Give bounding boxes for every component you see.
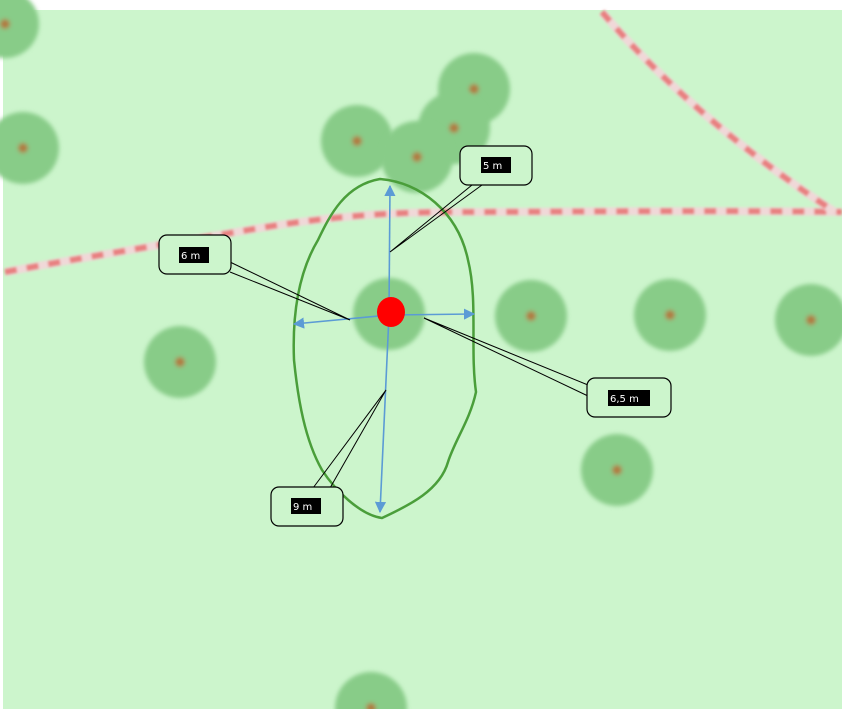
measurement-label-east: 6,5 m bbox=[610, 394, 639, 405]
tree bbox=[775, 284, 842, 356]
tree bbox=[144, 326, 216, 398]
callout-south: 9 m bbox=[270, 389, 387, 527]
callout-east: 6,5 m bbox=[423, 317, 672, 418]
tree bbox=[581, 434, 653, 506]
tree bbox=[634, 279, 706, 351]
measurement-label-north: 5 m bbox=[483, 161, 502, 172]
measurement-label-west: 6 m bbox=[181, 251, 200, 262]
arrow-west bbox=[292, 314, 390, 329]
center-marker bbox=[377, 297, 405, 327]
tree bbox=[0, 0, 39, 58]
tree bbox=[495, 280, 567, 352]
tree bbox=[381, 121, 453, 193]
callout-west: 6 m bbox=[158, 234, 351, 321]
measurement-label-south: 9 m bbox=[293, 502, 312, 513]
tree bbox=[335, 672, 407, 709]
tree bbox=[0, 112, 59, 184]
footpaths bbox=[4, 9, 842, 276]
callout-north: 5 m bbox=[389, 145, 533, 253]
arrow-north bbox=[384, 184, 396, 313]
arrow-south bbox=[374, 314, 390, 514]
area-outline bbox=[292, 177, 478, 520]
tree bbox=[321, 105, 393, 177]
